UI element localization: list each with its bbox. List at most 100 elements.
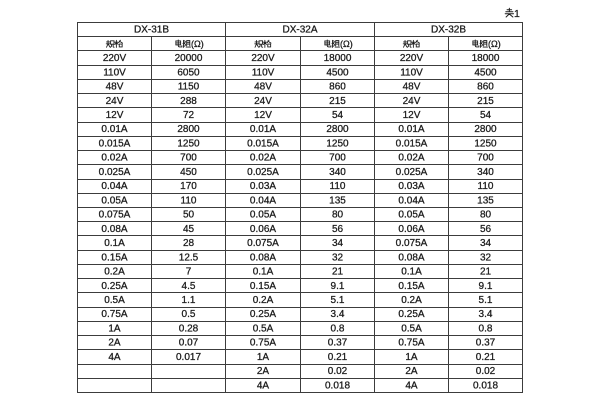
- svg-text:2A: 2A: [257, 366, 270, 377]
- svg-text:110V: 110V: [103, 67, 126, 78]
- svg-text:110: 110: [478, 181, 494, 192]
- svg-text:110V: 110V: [400, 67, 423, 78]
- svg-text:0.025A: 0.025A: [99, 167, 131, 178]
- svg-text:1.1: 1.1: [182, 295, 196, 306]
- svg-text:0.025A: 0.025A: [247, 167, 279, 178]
- svg-text:12V: 12V: [254, 110, 272, 121]
- svg-text:0.01A: 0.01A: [250, 124, 276, 135]
- svg-text:0.04A: 0.04A: [101, 181, 127, 192]
- svg-text:34: 34: [480, 238, 492, 249]
- svg-text:DX-32A: DX-32A: [282, 25, 317, 36]
- svg-text:4500: 4500: [474, 67, 497, 78]
- svg-text:0.15A: 0.15A: [101, 252, 127, 263]
- svg-text:0.08A: 0.08A: [250, 252, 276, 263]
- svg-text:1A: 1A: [257, 352, 270, 363]
- svg-text:0.2A: 0.2A: [401, 295, 422, 306]
- svg-text:0.5A: 0.5A: [104, 295, 125, 306]
- svg-text:48V: 48V: [106, 82, 124, 93]
- svg-text:72: 72: [183, 110, 195, 121]
- svg-text:21: 21: [332, 267, 344, 278]
- svg-text:24V: 24V: [254, 96, 272, 107]
- svg-text:12V: 12V: [106, 110, 124, 121]
- svg-text:0.015A: 0.015A: [99, 138, 131, 149]
- svg-text:0.017: 0.017: [176, 352, 201, 363]
- svg-text:0.2A: 0.2A: [104, 267, 125, 278]
- svg-text:0.75A: 0.75A: [398, 338, 424, 349]
- svg-text:2800: 2800: [326, 124, 349, 135]
- svg-text:450: 450: [180, 167, 197, 178]
- svg-text:0.15A: 0.15A: [250, 281, 276, 292]
- svg-text:0.37: 0.37: [476, 338, 496, 349]
- svg-text:0.08A: 0.08A: [398, 252, 424, 263]
- svg-text:700: 700: [180, 153, 197, 164]
- svg-text:0.75A: 0.75A: [250, 338, 276, 349]
- svg-text:18000: 18000: [324, 53, 352, 64]
- svg-text:0.5A: 0.5A: [401, 323, 422, 334]
- svg-text:12.5: 12.5: [179, 252, 199, 263]
- svg-text:1250: 1250: [474, 138, 497, 149]
- svg-text:1A: 1A: [405, 352, 418, 363]
- svg-text:0.06A: 0.06A: [398, 224, 424, 235]
- svg-text:110: 110: [181, 195, 197, 206]
- svg-text:0.01A: 0.01A: [101, 124, 127, 135]
- svg-text:215: 215: [477, 96, 494, 107]
- svg-text:(Ω): (Ω): [340, 39, 353, 49]
- svg-text:1250: 1250: [177, 138, 200, 149]
- svg-text:135: 135: [477, 195, 494, 206]
- svg-text:0.02: 0.02: [476, 366, 496, 377]
- svg-text:1150: 1150: [178, 82, 200, 93]
- svg-text:0.03A: 0.03A: [250, 181, 276, 192]
- svg-text:0.018: 0.018: [473, 380, 498, 391]
- svg-text:2800: 2800: [474, 124, 497, 135]
- svg-text:4.5: 4.5: [182, 281, 196, 292]
- svg-text:0.05A: 0.05A: [101, 195, 127, 206]
- svg-text:4A: 4A: [108, 352, 121, 363]
- svg-text:4500: 4500: [326, 67, 349, 78]
- svg-text:9.1: 9.1: [331, 281, 345, 292]
- svg-text:24V: 24V: [403, 96, 421, 107]
- svg-text:4A: 4A: [257, 380, 270, 391]
- svg-text:1A: 1A: [108, 323, 121, 334]
- svg-text:0.05A: 0.05A: [250, 210, 276, 221]
- svg-text:0.075A: 0.075A: [247, 238, 279, 249]
- svg-text:0.28: 0.28: [179, 323, 199, 334]
- svg-text:135: 135: [329, 195, 346, 206]
- svg-text:0.37: 0.37: [328, 338, 348, 349]
- svg-text:1: 1: [514, 8, 520, 20]
- svg-text:0.5A: 0.5A: [253, 323, 274, 334]
- svg-text:9.1: 9.1: [479, 281, 493, 292]
- svg-text:0.21: 0.21: [328, 352, 348, 363]
- svg-text:DX-31B: DX-31B: [134, 25, 169, 36]
- svg-text:21: 21: [480, 267, 492, 278]
- svg-text:0.02A: 0.02A: [250, 153, 276, 164]
- svg-text:0.02A: 0.02A: [398, 153, 424, 164]
- svg-text:0.1A: 0.1A: [401, 267, 422, 278]
- svg-text:0.2A: 0.2A: [253, 295, 274, 306]
- svg-text:0.5: 0.5: [182, 309, 196, 320]
- svg-text:0.075A: 0.075A: [396, 238, 428, 249]
- svg-text:20000: 20000: [175, 53, 203, 64]
- svg-text:340: 340: [329, 167, 346, 178]
- svg-text:50: 50: [183, 210, 195, 221]
- svg-text:0.21: 0.21: [476, 352, 496, 363]
- svg-text:0.04A: 0.04A: [398, 195, 424, 206]
- svg-text:3.4: 3.4: [479, 309, 493, 320]
- svg-text:700: 700: [329, 153, 346, 164]
- svg-text:32: 32: [480, 252, 492, 263]
- svg-text:(Ω): (Ω): [488, 39, 501, 49]
- svg-text:0.25A: 0.25A: [101, 281, 127, 292]
- svg-text:220V: 220V: [400, 53, 424, 64]
- svg-text:0.03A: 0.03A: [398, 181, 424, 192]
- svg-text:0.02A: 0.02A: [101, 153, 127, 164]
- svg-text:0.015A: 0.015A: [396, 138, 428, 149]
- svg-text:7: 7: [186, 267, 192, 278]
- svg-text:80: 80: [332, 210, 344, 221]
- svg-text:0.8: 0.8: [331, 323, 345, 334]
- svg-text:700: 700: [477, 153, 494, 164]
- svg-text:0.015A: 0.015A: [247, 138, 279, 149]
- svg-text:0.25A: 0.25A: [250, 309, 276, 320]
- svg-text:54: 54: [480, 110, 492, 121]
- svg-text:0.1A: 0.1A: [253, 267, 274, 278]
- svg-text:2A: 2A: [108, 338, 121, 349]
- svg-text:0.02: 0.02: [328, 366, 348, 377]
